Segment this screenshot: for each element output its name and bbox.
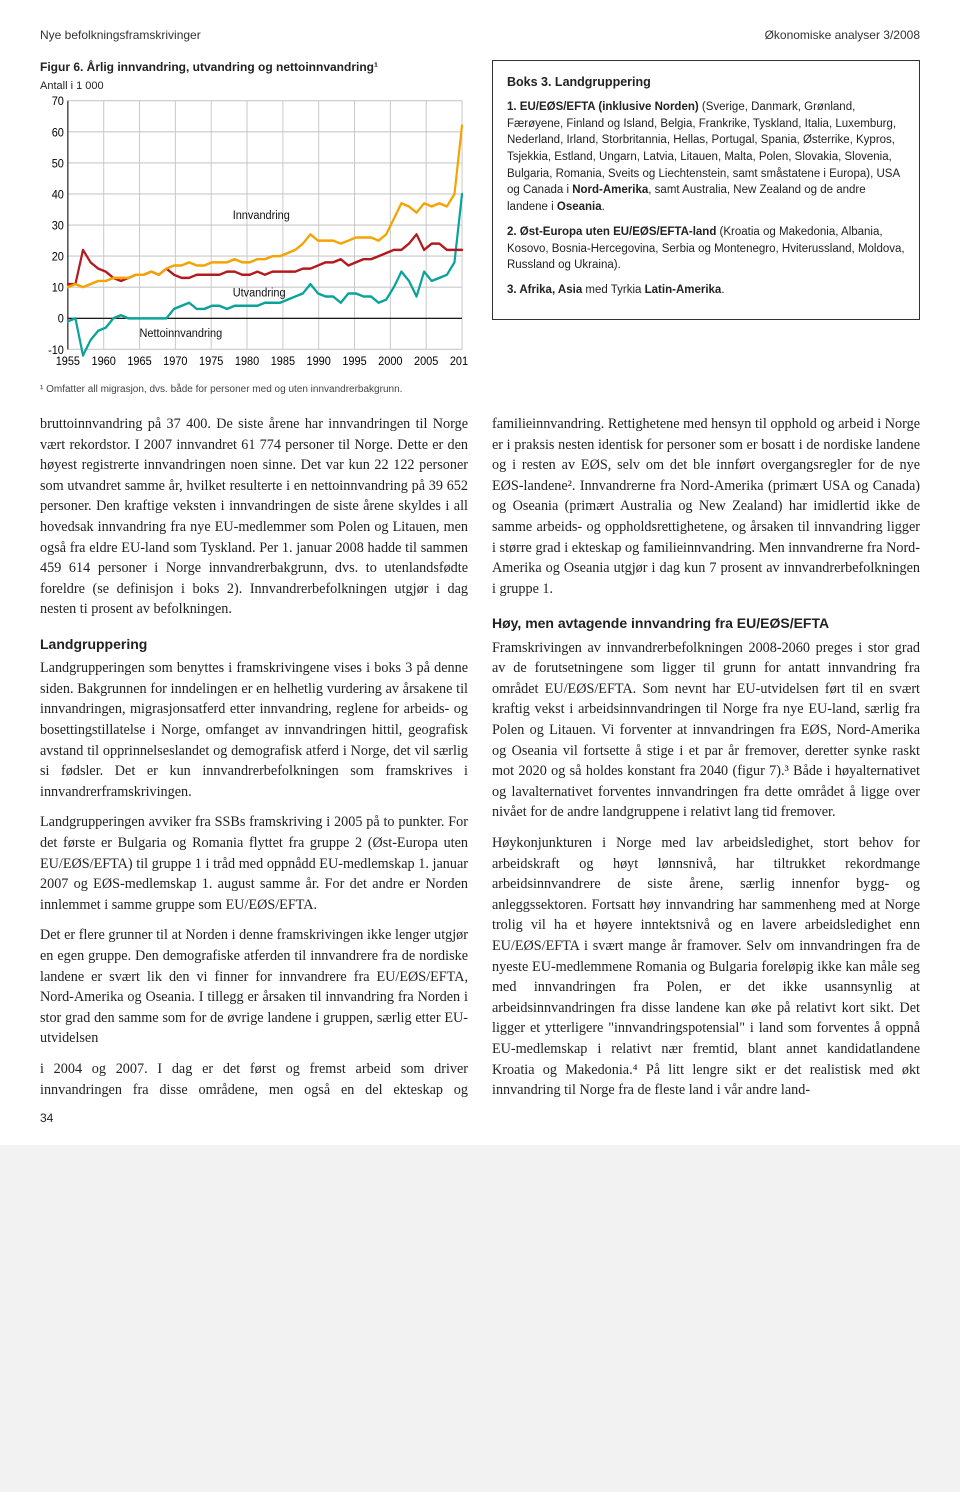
page-number: 34 bbox=[40, 1111, 920, 1125]
svg-text:20: 20 bbox=[52, 250, 65, 264]
svg-text:1970: 1970 bbox=[163, 354, 188, 368]
svg-text:Nettoinnvandring: Nettoinnvandring bbox=[140, 326, 223, 340]
svg-text:1995: 1995 bbox=[342, 354, 366, 368]
figure-ylabel: Antall i 1 000 bbox=[40, 80, 468, 92]
figure-footnote: ¹ Omfatter all migrasjon, dvs. både for … bbox=[40, 383, 468, 396]
body-p6: Høykonjunkturen i Norge med lav arbeidsl… bbox=[492, 833, 920, 1101]
box-3: Boks 3. Landgruppering 1. EU/EØS/EFTA (i… bbox=[492, 60, 920, 320]
subhead-landgruppering: Landgruppering bbox=[40, 634, 468, 654]
svg-text:60: 60 bbox=[52, 126, 65, 140]
running-head-right: Økonomiske analyser 3/2008 bbox=[765, 28, 920, 42]
svg-text:70: 70 bbox=[52, 95, 65, 109]
running-head-left: Nye befolkningsframskrivinger bbox=[40, 28, 201, 42]
svg-text:0: 0 bbox=[58, 312, 65, 326]
figure-svg: -100102030405060701955196019651970197519… bbox=[40, 94, 468, 374]
svg-text:50: 50 bbox=[52, 157, 65, 171]
svg-text:2005: 2005 bbox=[414, 354, 438, 368]
svg-text:Innvandring: Innvandring bbox=[233, 208, 290, 222]
top-grid: Figur 6. Årlig innvandring, utvandring o… bbox=[40, 60, 920, 396]
box-item: 3. Afrika, Asia med Tyrkia Latin-Amerika… bbox=[507, 282, 905, 299]
subhead-hoy: Høy, men avtagende innvandring fra EU/EØ… bbox=[492, 613, 920, 633]
svg-text:40: 40 bbox=[52, 188, 65, 202]
body-columns: bruttoinnvandring på 37 400. De siste år… bbox=[40, 414, 920, 1105]
box-item: 2. Øst-Europa uten EU/EØS/EFTA-land (Kro… bbox=[507, 224, 905, 274]
body-p5: Framskrivingen av innvandrerbefolkningen… bbox=[492, 638, 920, 823]
svg-text:1965: 1965 bbox=[127, 354, 151, 368]
figure-6: Figur 6. Årlig innvandring, utvandring o… bbox=[40, 60, 468, 396]
running-head: Nye befolkningsframskrivinger Økonomiske… bbox=[40, 28, 920, 42]
svg-text:2010: 2010 bbox=[450, 354, 468, 368]
svg-text:1955: 1955 bbox=[56, 354, 80, 368]
svg-text:1980: 1980 bbox=[235, 354, 260, 368]
body-p1: Landgrupperingen som benyttes i framskri… bbox=[40, 658, 468, 802]
svg-text:1960: 1960 bbox=[92, 354, 117, 368]
svg-text:2000: 2000 bbox=[378, 354, 403, 368]
body-p3: Det er flere grunner til at Norden i den… bbox=[40, 925, 468, 1049]
box-item: 1. EU/EØS/EFTA (inklusive Norden) (Sveri… bbox=[507, 99, 905, 216]
svg-text:30: 30 bbox=[52, 219, 65, 233]
figure-caption: Figur 6. Årlig innvandring, utvandring o… bbox=[40, 60, 468, 74]
box-title: Boks 3. Landgruppering bbox=[507, 73, 905, 91]
svg-text:1985: 1985 bbox=[271, 354, 295, 368]
page: Nye befolkningsframskrivinger Økonomiske… bbox=[0, 0, 960, 1145]
body-p2: Landgrupperingen avviker fra SSBs framsk… bbox=[40, 812, 468, 915]
svg-text:10: 10 bbox=[52, 281, 65, 295]
svg-text:1990: 1990 bbox=[307, 354, 332, 368]
box-items: 1. EU/EØS/EFTA (inklusive Norden) (Sveri… bbox=[507, 99, 905, 298]
body-p0: bruttoinnvandring på 37 400. De siste år… bbox=[40, 414, 468, 620]
svg-text:1975: 1975 bbox=[199, 354, 223, 368]
svg-text:Utvandring: Utvandring bbox=[233, 286, 286, 300]
